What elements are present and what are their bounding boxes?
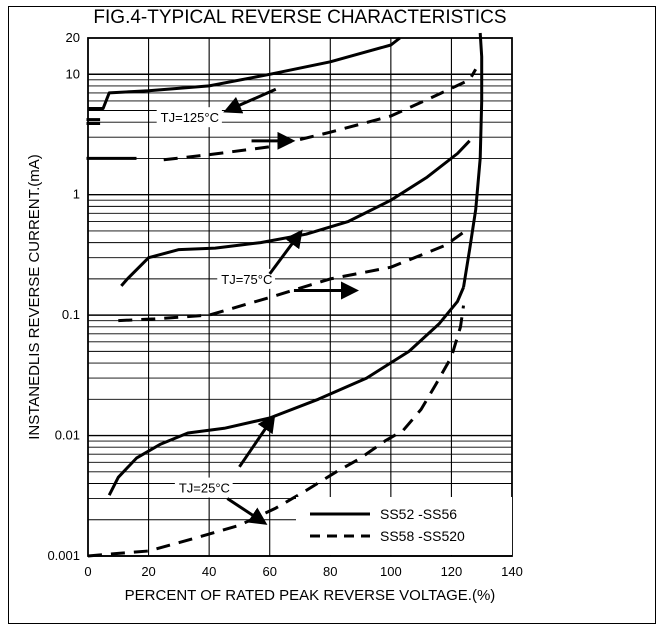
- x-tick-label: 120: [441, 564, 463, 579]
- x-axis-label: PERCENT OF RATED PEAK REVERSE VOLTAGE.(%…: [125, 587, 496, 604]
- x-tick-label: 140: [501, 564, 523, 579]
- annotation-background: [217, 268, 276, 289]
- plot-border: [87, 37, 513, 557]
- y-tick-label: 0.1: [62, 307, 80, 322]
- y-tick-label: 10: [66, 66, 80, 81]
- series-line-solid: [462, 32, 484, 288]
- x-tick-label: 80: [323, 564, 337, 579]
- series-line-dashed: [118, 226, 471, 323]
- annotation-arrow: [223, 87, 277, 114]
- legend-label: SS52 -SS56: [380, 506, 457, 522]
- figure-frame: [8, 6, 656, 624]
- temperature-annotation: TJ=75°C: [221, 272, 272, 287]
- series-line-solid: [107, 286, 465, 496]
- annotation-arrow: [226, 497, 268, 525]
- x-tick-label: 20: [141, 564, 155, 579]
- series-line-solid: [88, 36, 401, 110]
- x-tick-label: 100: [380, 564, 402, 579]
- annotation-background: [174, 477, 233, 498]
- annotation-arrow: [238, 414, 276, 468]
- y-tick-label: 0.001: [47, 548, 80, 563]
- y-tick-label: 0.01: [55, 428, 80, 443]
- series-line-dashed: [163, 68, 477, 162]
- x-tick-label: 60: [262, 564, 276, 579]
- annotation-background: [156, 107, 222, 128]
- y-tick-label: 20: [66, 30, 80, 45]
- series-line-solid: [120, 139, 471, 287]
- annotation-arrow: [268, 229, 303, 275]
- x-tick-label: 0: [84, 564, 91, 579]
- series-line-dashed: [87, 305, 465, 558]
- y-axis-label: INSTANEDLIS REVERSE CURRENT.(mA): [26, 154, 43, 440]
- x-tick-label: 40: [202, 564, 216, 579]
- legend-box: [296, 497, 512, 555]
- temperature-annotation: TJ=125°C: [161, 110, 219, 125]
- legend-label: SS58 -SS520: [380, 528, 465, 544]
- y-tick-label: 1: [73, 187, 80, 202]
- temperature-annotation: TJ=25°C: [179, 481, 230, 496]
- chart-title: FIG.4-TYPICAL REVERSE CHARACTERISTICS: [93, 7, 506, 28]
